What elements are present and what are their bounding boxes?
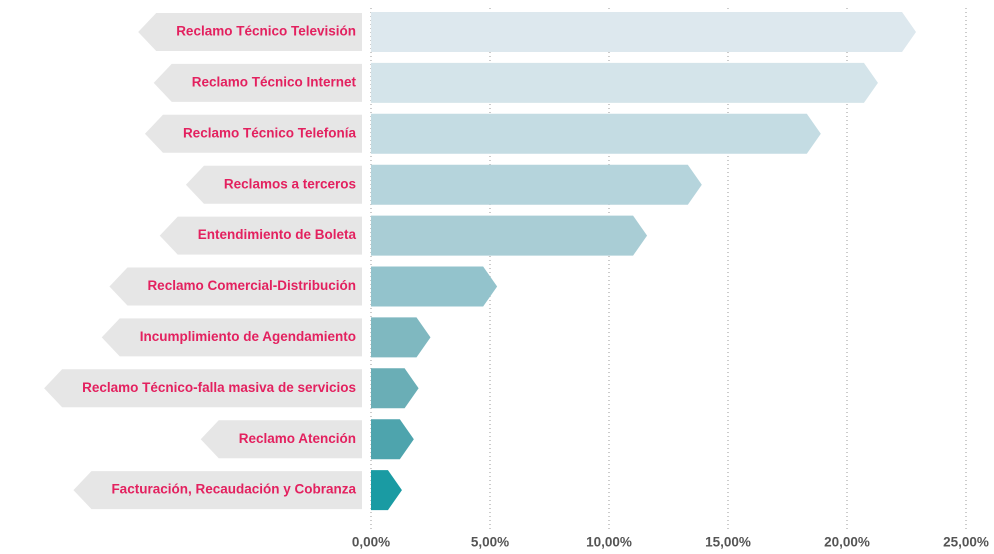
category-label: Reclamo Técnico-falla masiva de servicio…: [82, 380, 356, 395]
category-label-box: [159, 216, 362, 255]
bar: [371, 368, 419, 409]
category-label: Reclamo Técnico Internet: [192, 74, 357, 89]
category-label-box: [144, 114, 362, 153]
x-tick-label: 0,00%: [352, 535, 390, 550]
category-label: Facturación, Recaudación y Cobranza: [111, 482, 356, 497]
bar: [371, 419, 414, 460]
bar: [371, 12, 917, 52]
bar: [371, 62, 878, 103]
x-tick-label: 15,00%: [705, 535, 751, 550]
x-tick-label: 20,00%: [824, 535, 870, 550]
bar: [371, 317, 431, 358]
bar: [371, 470, 402, 511]
x-tick-label: 25,00%: [943, 535, 989, 550]
bar: [371, 164, 702, 205]
category-label: Reclamo Comercial-Distribución: [147, 278, 356, 293]
category-label: Reclamo Técnico Telefonía: [183, 125, 357, 140]
category-label: Reclamo Técnico Televisión: [176, 24, 356, 39]
bar: [371, 215, 648, 256]
x-tick-label: 5,00%: [471, 535, 509, 550]
category-label: Reclamo Atención: [239, 431, 356, 446]
category-label: Incumplimiento de Agendamiento: [140, 329, 356, 344]
category-label-box: [153, 63, 362, 102]
category-label-box: [101, 318, 362, 357]
bar: [371, 113, 821, 154]
category-label-box: [73, 471, 362, 510]
x-tick-label: 10,00%: [586, 535, 632, 550]
category-label-box: [185, 165, 362, 204]
category-label: Entendimiento de Boleta: [198, 227, 357, 242]
category-label-box: [138, 13, 362, 51]
category-label-box: [200, 420, 362, 459]
category-label-box: [109, 267, 362, 306]
category-label: Reclamos a terceros: [224, 176, 356, 191]
category-label-box: [44, 369, 362, 408]
bar: [371, 266, 498, 307]
